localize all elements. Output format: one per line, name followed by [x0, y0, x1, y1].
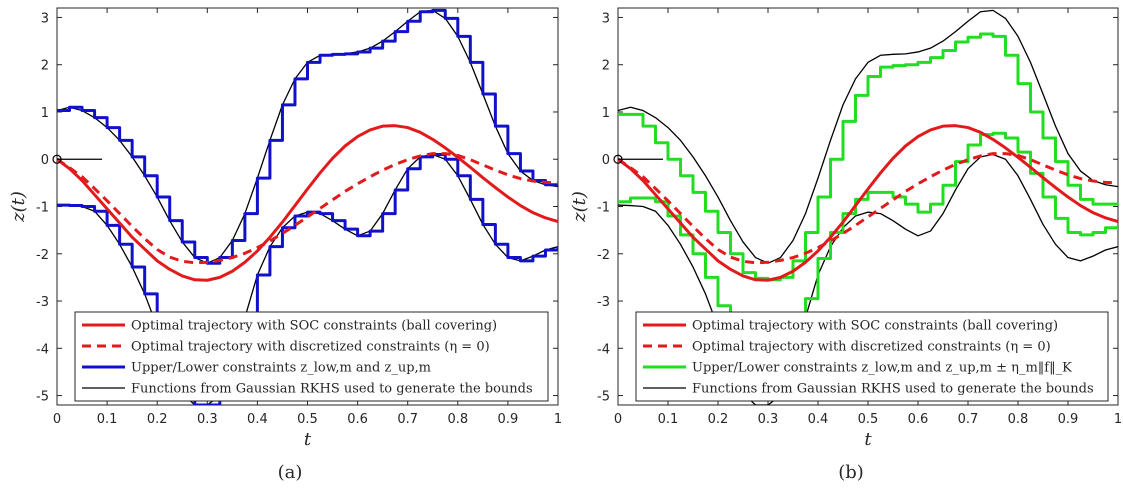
y-tick-label: -1: [597, 201, 610, 216]
series-line-discretized: [57, 152, 558, 265]
chart-panel-1: 0 0.1 0.2 0.3 0.4 0.5 0.6 0.7 0.8 0.9 1 -5 -4 -3 -2 -1 0…: [8, 7, 562, 483]
y-tick-label: 3: [41, 11, 49, 26]
legend-label: Functions from Gaussian RKHS used to gen…: [692, 382, 1094, 397]
y-tick-label: 0: [41, 153, 49, 168]
x-tick-label: 0: [614, 412, 622, 427]
series-line-upper-constraint: [618, 32, 1118, 282]
y-tick-label: -2: [597, 248, 610, 263]
legend-label: Optimal trajectory with discretized cons…: [692, 340, 1051, 355]
x-tick-label: 0: [53, 412, 61, 427]
y-tick-label: 3: [602, 11, 610, 26]
legend-label: Optimal trajectory with SOC constraints …: [131, 319, 497, 334]
y-tick-label: -4: [597, 342, 610, 357]
y-tick-label: -3: [36, 295, 49, 310]
x-tick-label: 1: [1114, 412, 1122, 427]
series-line-upper-function: [618, 9, 1118, 264]
series-group: [57, 8, 558, 405]
y-tick-label: -3: [597, 295, 610, 310]
y-axis-label: z(t): [8, 191, 29, 223]
legend-label: Upper/Lower constraints z_low,m and z_up…: [692, 361, 1072, 376]
x-tick-label: 0.7: [958, 412, 979, 427]
legend: Optimal trajectory with SOC constraints …: [74, 311, 549, 402]
series-line-soc: [57, 124, 558, 282]
x-tick-label: 0.5: [858, 412, 879, 427]
x-tick-label: 0.3: [758, 412, 779, 427]
series-group: [618, 9, 1118, 405]
series-line-lower-function: [618, 153, 1118, 405]
y-tick-label: 2: [41, 59, 49, 74]
y-tick-label: 1: [602, 106, 610, 121]
x-tick-label: 0.7: [397, 412, 418, 427]
x-tick-label: 1: [554, 412, 562, 427]
legend-label: Upper/Lower constraints z_low,m and z_up…: [131, 361, 431, 376]
origin-marker: [52, 154, 62, 164]
legend-label: Optimal trajectory with SOC constraints …: [692, 319, 1058, 334]
x-axis-label: t: [864, 429, 872, 450]
x-tick-label: 0.8: [447, 412, 468, 427]
panel-label: (b): [838, 462, 864, 483]
x-axis-label: t: [304, 429, 312, 450]
series-line-lower-constraint: [618, 131, 1118, 383]
x-tick-label: 0.8: [1008, 412, 1029, 427]
origin-marker: [613, 154, 623, 164]
legend-box: [635, 311, 1109, 402]
x-tick-label: 0.9: [498, 412, 519, 427]
y-axis-label: z(t): [569, 191, 590, 223]
series-line-discretized: [618, 152, 1118, 265]
x-tick-label: 0.4: [247, 412, 268, 427]
legend-box: [74, 311, 549, 402]
x-tick-label: 0.5: [297, 412, 318, 427]
y-tick-label: -1: [36, 201, 49, 216]
x-tick-label: 0.1: [97, 412, 118, 427]
y-tick-label: -2: [36, 248, 49, 263]
y-tick-label: 1: [41, 106, 49, 121]
legend-label: Optimal trajectory with discretized cons…: [131, 340, 490, 355]
legend-label: Functions from Gaussian RKHS used to gen…: [131, 382, 533, 397]
y-tick-label: -5: [36, 390, 49, 405]
chart-panel-2: 0 0.1 0.2 0.3 0.4 0.5 0.6 0.7 0.8 0.9 1 -5 -4 -3 -2 -1 0…: [569, 7, 1122, 483]
panel-label: (a): [278, 462, 303, 483]
x-tick-label: 0.4: [808, 412, 829, 427]
y-tick-label: -5: [597, 390, 610, 405]
x-tick-label: 0.6: [347, 412, 368, 427]
y-tick-label: 2: [602, 59, 610, 74]
x-tick-label: 0.2: [147, 412, 168, 427]
x-tick-label: 0.3: [197, 412, 218, 427]
x-tick-label: 0.2: [708, 412, 729, 427]
x-tick-label: 0.1: [658, 412, 679, 427]
x-tick-label: 0.9: [1058, 412, 1079, 427]
series-line-soc: [618, 124, 1118, 282]
legend: Optimal trajectory with SOC constraints …: [635, 311, 1109, 402]
x-tick-label: 0.6: [908, 412, 929, 427]
series-line-upper-constraint: [57, 8, 558, 265]
y-tick-label: -4: [36, 342, 49, 357]
y-tick-label: 0: [602, 153, 610, 168]
